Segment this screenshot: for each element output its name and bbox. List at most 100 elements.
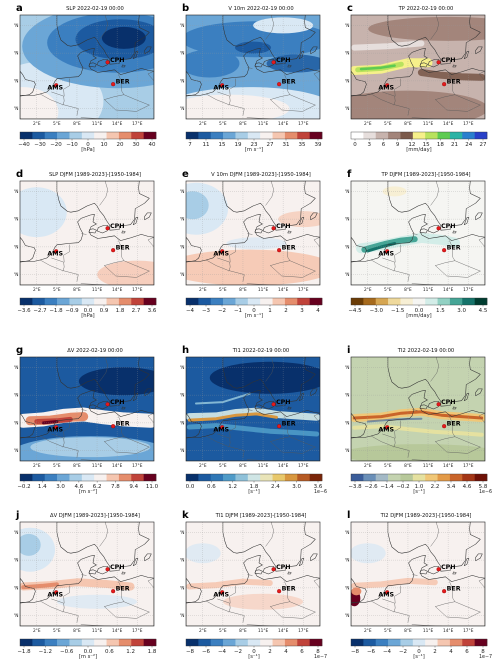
colorbar-tick-label: 2: [268, 649, 272, 655]
city-marker: [385, 590, 390, 595]
lon-tick-label: 17°E: [132, 628, 143, 634]
colorbar-tick-label: 11.0: [146, 484, 159, 490]
city-marker: [436, 226, 441, 231]
colorbar-tick-label: 2: [284, 308, 288, 314]
city-marker: [385, 425, 390, 430]
lon-tick-label: 14°E: [443, 287, 454, 293]
colorbar-tick-label: 4: [284, 649, 288, 655]
gridlines: [186, 357, 320, 461]
colorbar-tick-label: 0.9: [100, 308, 109, 314]
colorbar-tick-label: 4.6: [74, 484, 83, 490]
city-label: CPH: [110, 223, 125, 230]
lat-tick-label: 57°N: [14, 558, 19, 564]
city-label: BER: [282, 245, 296, 252]
lat-tick-label: 49°N: [14, 613, 19, 619]
lat-tick-label: 53°N: [345, 78, 350, 84]
lat-tick-label: 61°N: [345, 189, 350, 195]
field-shading: [351, 181, 485, 285]
map: 61°N 57°N 53°N 49°N 2°E 5°E 8°E 11°E 14°E 17°E CPH…: [14, 521, 157, 655]
colorbar-tick-label: 0.0: [84, 308, 93, 314]
lat-tick-label: 53°N: [180, 585, 185, 591]
colorbar: −1.8 −1.2 −0.6 0.0 0.6 1.2 1.8: [17, 638, 157, 655]
colorbar-tick-label: −3.6: [17, 308, 31, 314]
city-marker: [220, 83, 225, 88]
colorbar-tick-label: −1.5: [391, 308, 405, 314]
colorbar-tick-label: −4: [218, 649, 227, 655]
lon-tick-label: 2°E: [33, 628, 41, 634]
panel-title: SLP DJFM [1989-2023]-[1950-1984]: [48, 172, 142, 178]
lon-tick-label: 14°E: [112, 121, 123, 127]
lon-tick-label: 14°E: [278, 121, 289, 127]
lat-tick-label: 49°N: [180, 272, 185, 278]
colorbar-tick-label: −0.2: [396, 484, 409, 490]
colorbar-tick-label: 1.5: [436, 308, 445, 314]
lon-tick-label: 8°E: [239, 628, 247, 634]
colorbar-tick-label: −4: [186, 308, 195, 314]
lon-tick-label: 14°E: [112, 463, 123, 469]
city-marker: [277, 248, 282, 253]
colorbar-unit: [mm/day]: [406, 313, 432, 319]
gridlines: [20, 181, 154, 285]
colorbar-tick-label: −3: [202, 308, 211, 314]
city-label: AMS: [378, 251, 394, 258]
colorbar-tick-label: −1.8: [17, 649, 31, 655]
lon-tick-label: 2°E: [199, 121, 207, 127]
lat-tick-label: 57°N: [14, 51, 19, 57]
colorbar-tick-label: 3.0: [56, 484, 65, 490]
lon-tick-label: 11°E: [423, 287, 434, 293]
city-label: CPH: [110, 399, 125, 406]
coastlines: [351, 15, 485, 119]
colorbar-tick-label: 3.6: [314, 484, 323, 490]
colorbar-tick-label: −2: [218, 308, 226, 314]
gridlines: [351, 357, 485, 461]
lon-tick-label: 14°E: [278, 463, 289, 469]
city-label: CPH: [276, 564, 291, 571]
borders: [39, 15, 154, 119]
colorbar-tick-label: −0.6: [60, 649, 74, 655]
panel-title: TI1 DJFM [1989-2023]-[1950-1984]: [215, 513, 307, 519]
colorbar-tick-label: −8: [186, 649, 195, 655]
city-marker: [220, 425, 225, 430]
panel-f: 61°N 57°N 53°N 49°N 2°E 5°E 8°E 11°E 14°E 17°E CPH…: [345, 169, 500, 330]
city-label: BER: [282, 586, 296, 593]
map: 61°N 57°N 53°N 49°N 2°E 5°E 8°E 11°E 14°E 17°E CPH…: [14, 356, 159, 490]
city-label: CPH: [276, 399, 291, 406]
city-marker: [271, 60, 276, 65]
lon-tick-label: 17°E: [132, 121, 143, 127]
lon-tick-label: 8°E: [404, 628, 412, 634]
colorbar-tick-label: −0.2: [17, 484, 30, 490]
colorbar-tick-label: 1.2: [228, 484, 237, 490]
colorbar-tick-label: −2: [234, 649, 242, 655]
colorbar: −8 −6 −4 −2 0 2 4 6 8: [185, 638, 323, 655]
coastlines: [351, 357, 485, 461]
colorbar-tick-label: 12: [408, 142, 415, 148]
panel-letter: h: [182, 345, 190, 356]
lat-tick-label: 53°N: [180, 420, 185, 426]
colorbar-tick-label: 0: [417, 649, 421, 655]
gridlines: [186, 522, 320, 626]
lat-tick-label: 57°N: [345, 558, 350, 564]
panel-e: 61°N 57°N 53°N 49°N 2°E 5°E 8°E 11°E 14°E 17°E CPH…: [180, 169, 342, 330]
colorbar-unit: [s⁻¹]: [413, 489, 425, 495]
map: 61°N 57°N 53°N 49°N 2°E 5°E 8°E 11°E 14°E 17°E CPH…: [180, 521, 323, 655]
lon-tick-label: 11°E: [258, 628, 269, 634]
colorbar-tick-label: −10: [66, 142, 78, 148]
colorbar-tick-label: 40: [149, 142, 156, 148]
colorbar-unit: [m s⁻¹]: [244, 313, 264, 319]
panel-title: V 10m 2022-02-19 00:00: [228, 6, 294, 12]
city-label: CPH: [441, 399, 456, 406]
lon-tick-label: 14°E: [443, 463, 454, 469]
lat-tick-label: 49°N: [14, 448, 19, 454]
city-label: AMS: [47, 251, 63, 258]
lon-tick-label: 14°E: [112, 628, 123, 634]
panel-title: TI2 2022-02-19 00:00: [397, 348, 455, 354]
colorbar: −3.6 −2.7 −1.8 −0.9 0.0 0.9 1.8 2.7 3.6: [17, 297, 157, 314]
colorbar-tick-label: 10: [101, 142, 108, 148]
city-marker: [436, 60, 441, 65]
colorbar-tick-label: 0: [252, 649, 256, 655]
colorbar-tick-label: 30: [133, 142, 140, 148]
lat-tick-label: 57°N: [180, 51, 185, 57]
colorbar-tick-label: 3.0: [457, 308, 466, 314]
colorbar-tick-label: 4: [449, 649, 453, 655]
lon-tick-label: 14°E: [443, 628, 454, 634]
